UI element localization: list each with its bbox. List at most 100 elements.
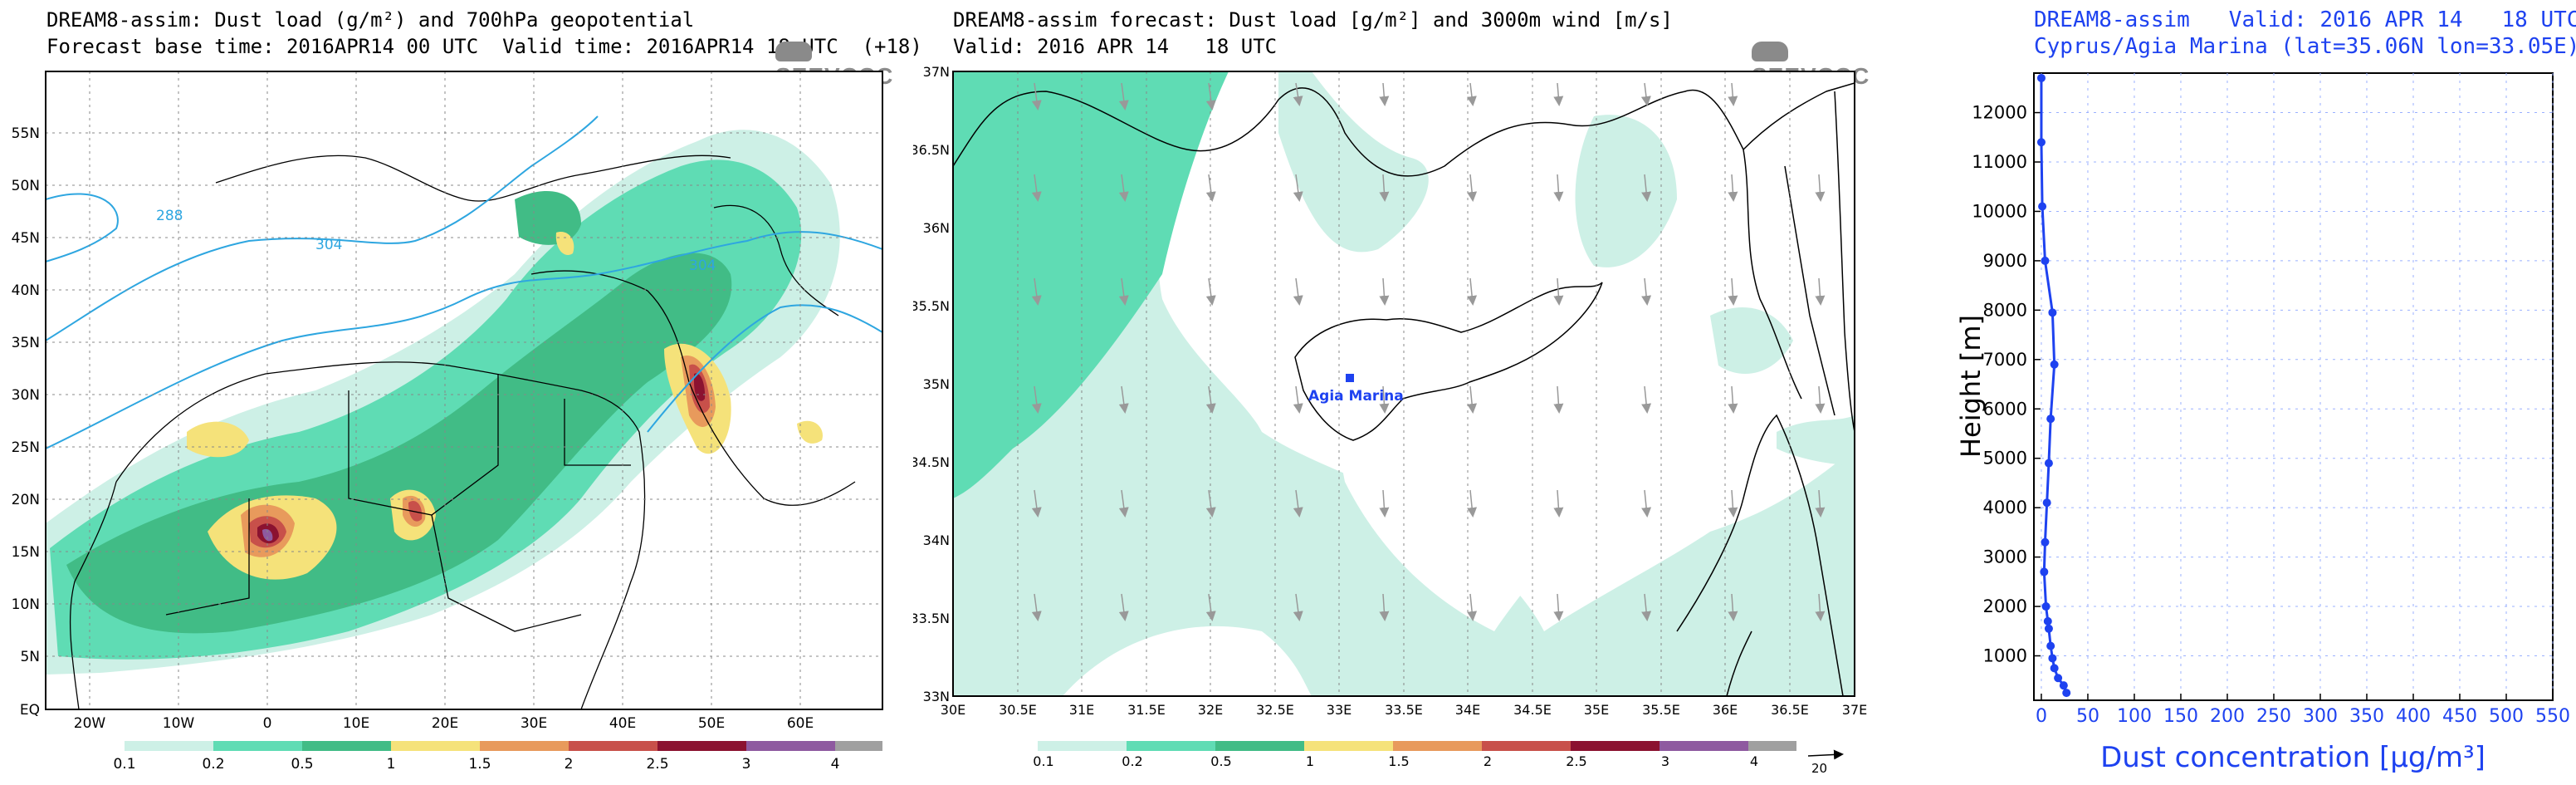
- colorbar-label: 0.2: [1122, 753, 1142, 769]
- panel1-title-line2: Forecast base time: 2016APR14 00 UTC Val…: [46, 35, 922, 58]
- x-tick-label: 550: [2535, 706, 2570, 727]
- colorbar-label: 1.5: [1388, 753, 1409, 769]
- colorbar-label: 2.5: [1566, 753, 1586, 769]
- colorbar-label: 0.5: [291, 756, 313, 773]
- x-tick-label: 150: [2163, 706, 2198, 727]
- x-axis-title: Dust concentration [µg/m³]: [2100, 741, 2486, 774]
- colorbar-label: 1.5: [468, 756, 491, 773]
- panel2-title-line2: Valid: 2016 APR 14 18 UTC: [953, 35, 1278, 58]
- lon-label: 0: [263, 715, 272, 732]
- lat-label: 34N: [923, 532, 950, 548]
- lat-label: 36N: [923, 220, 950, 236]
- panel1-lon-labels: 20W 10W 0 10E 20E 30E 40E 50E 60E: [74, 715, 814, 732]
- colorbar-label: 0.1: [1033, 753, 1053, 769]
- lat-label: 45N: [12, 230, 40, 247]
- lat-label: 37N: [923, 64, 950, 80]
- colorbar-label: 4: [1750, 753, 1758, 769]
- cyprus-coastline: [953, 82, 1855, 696]
- lon-label: 50E: [698, 715, 725, 732]
- colorbar-label: 3: [742, 756, 751, 773]
- panel2-gridlines: [1017, 71, 1791, 696]
- lon-label: 20W: [74, 715, 106, 732]
- x-tick-label: 250: [2256, 706, 2291, 727]
- x-tick-label: 200: [2210, 706, 2245, 727]
- lat-label: 25N: [12, 439, 40, 456]
- geopotential-contours: [46, 115, 882, 449]
- panel1-title-line1: DREAM8-assim: Dust load (g/m²) and 700hP…: [46, 8, 695, 32]
- lat-label: 50N: [12, 178, 40, 194]
- lon-label: 34E: [1455, 702, 1480, 718]
- clear-areas: [1063, 273, 1611, 696]
- y-tick-label: 8000: [1983, 300, 2027, 320]
- x-tick-label: 500: [2489, 706, 2524, 727]
- panel1-colorbar-labels: 0.1 0.2 0.5 1 1.5 2 2.5 3 4: [113, 756, 839, 773]
- colorbar-label: 2: [565, 756, 574, 773]
- lat-label: 10N: [12, 596, 40, 613]
- y-tick-label: 12000: [1972, 103, 2027, 123]
- lon-label: 35E: [1584, 702, 1609, 718]
- panel1-gridlines: [46, 71, 882, 709]
- contour-label-288: 288: [156, 208, 183, 224]
- wind-reference: 20: [1807, 749, 1844, 776]
- lon-label: 36E: [1713, 702, 1738, 718]
- profile-point: [2046, 641, 2055, 650]
- lat-label: 20N: [12, 492, 40, 508]
- lat-label: 5N: [20, 649, 40, 665]
- y-tick-label: 4000: [1983, 498, 2027, 518]
- colorbar-label: 1: [1306, 753, 1314, 769]
- lat-label: 33.5N: [913, 611, 950, 626]
- profile-point: [2036, 138, 2046, 147]
- profile-series: [2036, 73, 2071, 698]
- contour-label-304b: 304: [689, 258, 716, 274]
- y-tick-label: 11000: [1972, 152, 2027, 172]
- x-tick-label: 350: [2349, 706, 2384, 727]
- lat-label: 35N: [923, 376, 950, 392]
- colorbar-label: 0.1: [113, 756, 135, 773]
- lon-label: 40E: [609, 715, 636, 732]
- lon-label: 30E: [941, 702, 965, 718]
- lon-label: 32E: [1198, 702, 1223, 718]
- lon-label: 10W: [163, 715, 195, 732]
- y-tick-label: 7000: [1983, 350, 2027, 370]
- panel-vertical-profile: DREAM8-assim Valid: 2016 APR 14 18 UTC C…: [1909, 0, 2576, 785]
- y-tick-label: 5000: [1983, 449, 2027, 469]
- profile-point: [2044, 459, 2053, 468]
- wind-arrows: [1031, 82, 1826, 621]
- lat-label: 34.5N: [913, 454, 950, 470]
- y-tick-label: 9000: [1983, 251, 2027, 271]
- profile-point: [2050, 360, 2059, 369]
- profile-point: [2059, 681, 2068, 690]
- lat-label: 30N: [12, 387, 40, 404]
- colorbar-label: 0.2: [202, 756, 224, 773]
- dust-load-shading: [46, 130, 840, 675]
- x-tick-label: 450: [2442, 706, 2477, 727]
- wind-ref-label: 20: [1811, 761, 1827, 776]
- x-tick-label: 50: [2076, 706, 2099, 727]
- dust-load-shading-cyprus: [953, 71, 1855, 696]
- profile-point: [2044, 624, 2053, 633]
- panel1-lat-labels: EQ 5N 10N 15N 20N 25N 30N 35N 40N 45N 50…: [12, 125, 40, 719]
- x-tick-label: 100: [2117, 706, 2152, 727]
- profile-point: [2054, 674, 2063, 683]
- y-tick-label: 3000: [1983, 547, 2027, 567]
- colorbar-label: 2.5: [646, 756, 668, 773]
- profile-point: [2036, 73, 2046, 82]
- cloud-icon: [775, 41, 812, 61]
- panel-cyprus-map: DREAM8-assim forecast: Dust load [g/m²] …: [913, 0, 1893, 785]
- profile-point: [2041, 537, 2050, 547]
- lon-label: 32.5E: [1256, 702, 1294, 718]
- profile-ticks: 0 50 100 150 200 250 300 350 400 450 500 550 1000 200…: [1972, 103, 2570, 727]
- profile-point: [2038, 202, 2047, 211]
- lon-label: 10E: [343, 715, 369, 732]
- x-tick-label: 0: [2036, 706, 2047, 727]
- lon-label: 36.5E: [1771, 702, 1809, 718]
- profile-point: [2042, 498, 2051, 508]
- panel2-lon-labels: 30E 30.5E 31E 31.5E 32E 32.5E 33E 33.5E …: [941, 702, 1867, 718]
- panel2-colorbar: [1038, 741, 1796, 751]
- lon-label: 30.5E: [999, 702, 1037, 718]
- x-tick-label: 300: [2303, 706, 2338, 727]
- station-agia-marina: Agia Marina: [1308, 374, 1404, 405]
- panel2-lat-labels: 33N 33.5N 34N 34.5N 35N 35.5N 36N 36.5N …: [913, 64, 950, 704]
- lat-label: 55N: [12, 125, 40, 142]
- y-tick-label: 2000: [1983, 596, 2027, 616]
